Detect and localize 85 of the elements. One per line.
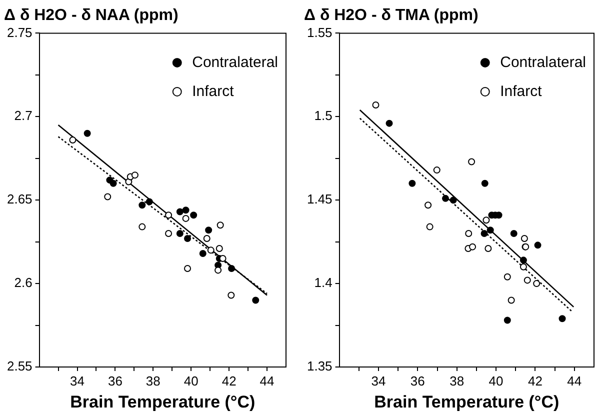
legend-label: Infarct (192, 82, 235, 100)
point (182, 214, 190, 222)
x-tick-label: 42 (222, 373, 236, 388)
point (558, 315, 566, 322)
point (520, 263, 527, 270)
point (486, 226, 494, 234)
point (426, 223, 434, 230)
point (182, 206, 190, 214)
point (481, 180, 488, 187)
point (372, 101, 380, 108)
legend-label: Infarct (500, 82, 543, 100)
point (214, 266, 222, 274)
point (190, 212, 198, 219)
point (442, 194, 449, 202)
x-tick-label: 36 (108, 373, 122, 388)
y-tick-label: 1.4 (314, 275, 332, 290)
point (386, 120, 393, 127)
chart-title: Δ δ H2O - δ TMA (ppm) (304, 7, 478, 24)
point (228, 265, 236, 272)
point (176, 230, 184, 237)
point (468, 158, 476, 166)
point (84, 130, 91, 137)
point (131, 172, 138, 179)
point (433, 166, 440, 174)
point (199, 250, 206, 258)
point (216, 222, 224, 229)
x-tick-label: 34 (371, 373, 386, 388)
y-tick-label: 1.45 (306, 192, 332, 207)
point (184, 234, 192, 242)
y-tick-label: 2.75 (6, 24, 32, 40)
point (165, 230, 172, 237)
x-axis-title: Brain Temperature (°C) (70, 392, 256, 412)
point (146, 198, 153, 206)
x-tick-label: 44 (567, 373, 582, 388)
legend-label: Contralateral (500, 54, 586, 71)
point (533, 280, 540, 288)
legend-label: Contralateral (192, 54, 278, 71)
x-tick-label: 36 (410, 373, 425, 388)
x-tick-label: 40 (184, 373, 198, 388)
point (508, 296, 515, 304)
y-tick-label: 1.5 (314, 108, 332, 124)
x-axis-title: Brain Temperature (°C) (374, 392, 560, 412)
point (216, 245, 223, 252)
point (450, 196, 457, 204)
point (534, 242, 542, 249)
y-tick-label: 2.65 (6, 192, 32, 207)
x-tick-label: 34 (70, 373, 84, 388)
point (205, 226, 212, 234)
x-tick-label: 40 (488, 373, 504, 388)
point (469, 243, 476, 250)
y-tick-label: 1.55 (306, 24, 332, 40)
point (207, 246, 214, 254)
point (504, 316, 511, 324)
y-tick-label: 2.7 (14, 108, 32, 124)
point (138, 202, 146, 209)
chart-title: Δ δ H2O - δ NAA (ppm) (4, 7, 178, 24)
point (252, 296, 260, 304)
point (424, 202, 432, 209)
point (138, 223, 146, 230)
y-tick-label: 2.55 (6, 358, 32, 374)
point (219, 255, 226, 262)
point (110, 180, 117, 187)
point (69, 136, 76, 144)
point (203, 234, 210, 242)
x-tick-label: 42 (528, 373, 542, 388)
point (520, 256, 527, 264)
point (465, 230, 472, 237)
point (104, 193, 112, 200)
point (184, 265, 192, 272)
x-tick-label: 38 (146, 373, 160, 388)
x-tick-label: 44 (260, 373, 274, 388)
y-tick-label: 1.35 (306, 358, 332, 374)
point (484, 245, 492, 252)
point (480, 230, 488, 237)
point (482, 216, 490, 224)
point (524, 276, 531, 284)
point (510, 230, 518, 237)
point (228, 292, 235, 299)
y-tick-label: 2.6 (14, 275, 32, 290)
point (408, 180, 416, 187)
point (520, 234, 528, 242)
x-tick-label: 38 (450, 373, 464, 388)
point (165, 212, 172, 219)
point (176, 208, 184, 216)
point (504, 273, 511, 280)
